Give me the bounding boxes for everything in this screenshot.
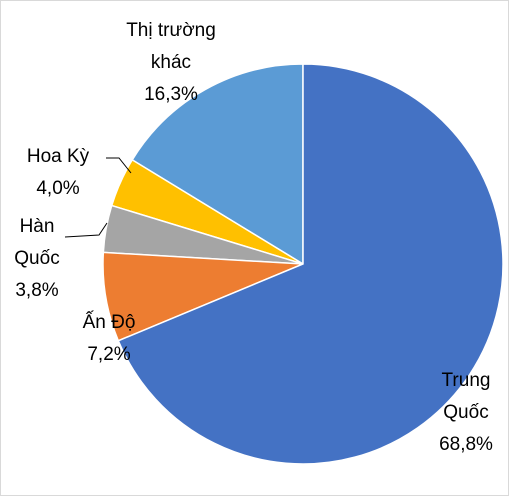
category-label: Hàn Quốc bbox=[14, 216, 60, 269]
category-label: Thị trường khác bbox=[126, 20, 216, 73]
value-label: 3,8% bbox=[15, 280, 59, 301]
category-label: Hoa Kỳ bbox=[26, 146, 90, 167]
pie-slice bbox=[117, 63, 504, 465]
category-label: Trung Quốc bbox=[441, 370, 491, 423]
slice-label: Hoa Kỳ 4,0% bbox=[13, 141, 103, 205]
value-label: 68,8% bbox=[439, 434, 493, 455]
leader-line bbox=[106, 157, 132, 174]
leader-line bbox=[64, 222, 108, 238]
category-label: Ấn Độ bbox=[82, 312, 136, 333]
pie-slice bbox=[131, 63, 304, 266]
slice-label: Trung Quốc 68,8% bbox=[426, 365, 506, 461]
value-label: 7,2% bbox=[87, 344, 131, 365]
value-label: 4,0% bbox=[36, 178, 80, 199]
slice-label: Ấn Độ 7,2% bbox=[69, 307, 149, 371]
slice-label: Thị trường khác 16,3% bbox=[126, 15, 216, 111]
slice-label: Hàn Quốc 3,8% bbox=[13, 211, 61, 307]
value-label: 16,3% bbox=[144, 84, 198, 105]
